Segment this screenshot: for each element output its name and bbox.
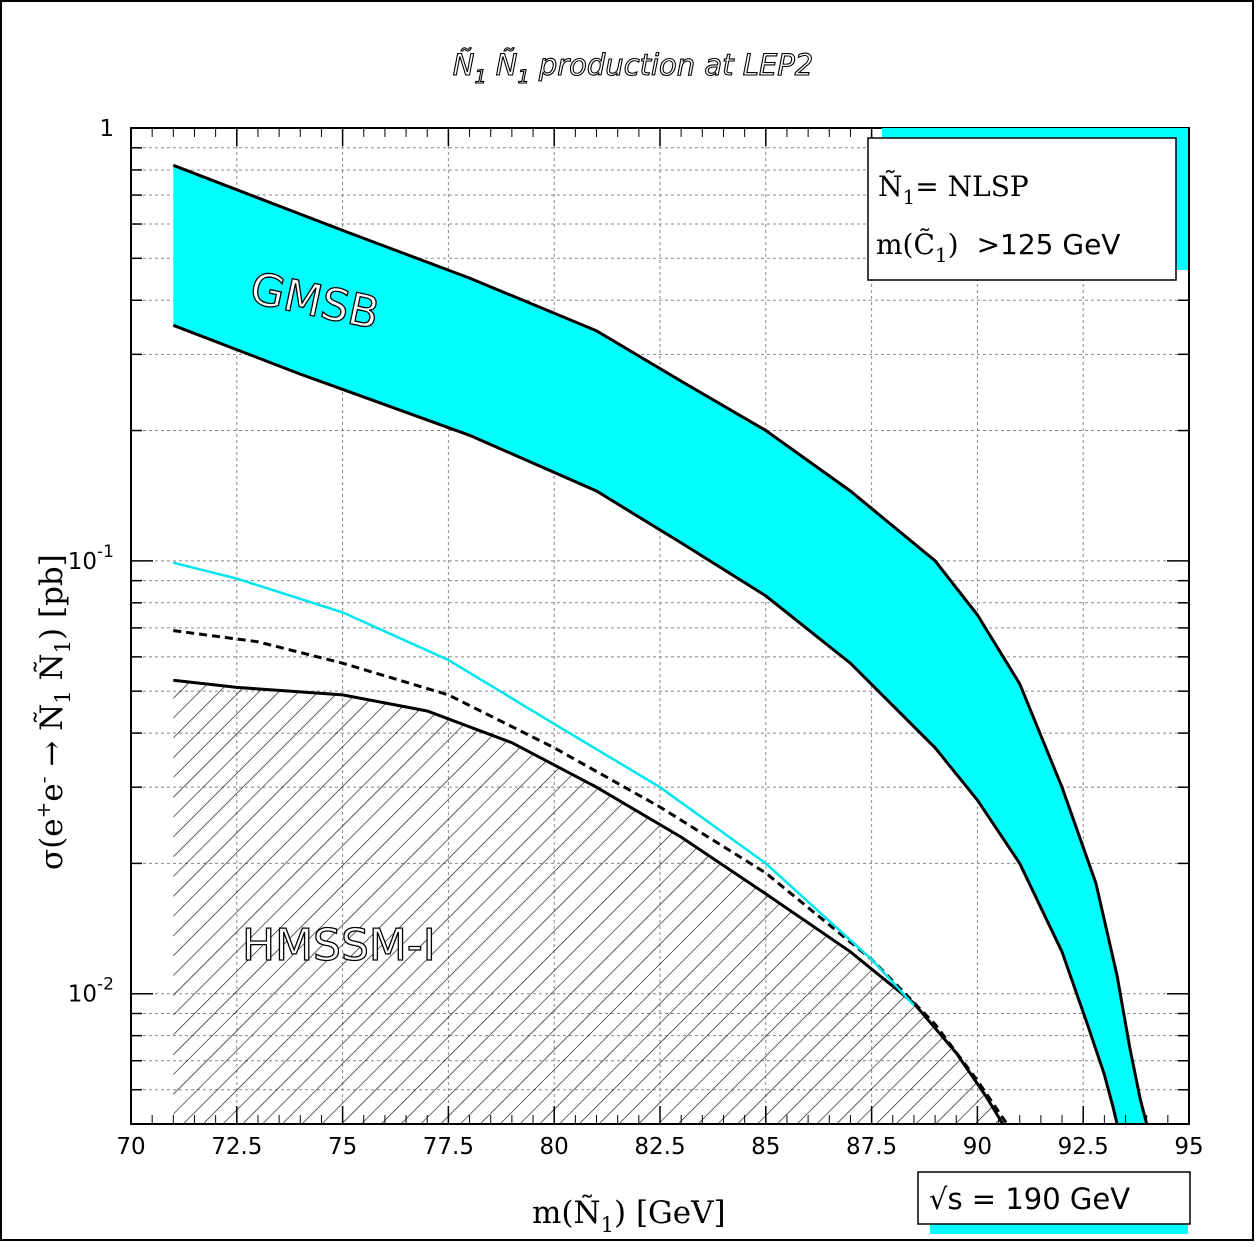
x-title-end: ) [GeV] xyxy=(614,1195,726,1231)
y-tick-base: 1 xyxy=(99,116,114,142)
legend-line2-paren: ) xyxy=(948,228,959,261)
y-title-end: ) [pb] xyxy=(34,554,70,640)
legend-line2: m(C̃1) >125 GeV xyxy=(876,228,1120,267)
energy-frame xyxy=(917,1171,1191,1225)
x-tick-label: 92.5 xyxy=(1058,1134,1109,1160)
cyan-curve xyxy=(172,561,915,1007)
x-tick-label: 77.5 xyxy=(423,1134,474,1160)
y-title-sigma: σ(e xyxy=(34,818,70,870)
y-title-sub1: 1 xyxy=(51,690,75,703)
gmsb-upper-edge xyxy=(172,163,1149,1124)
y-title-arrow: → Ñ xyxy=(32,704,70,777)
y-title-sub2: 1 xyxy=(51,640,75,653)
x-tick-label: 85 xyxy=(751,1134,780,1160)
legend-line1-symbol: Ñ xyxy=(878,170,903,203)
title-rest: production at LEP2 xyxy=(530,48,814,82)
legend-line1-sub: 1 xyxy=(903,185,916,209)
y-title-space: Ñ xyxy=(32,653,70,690)
y-title-plus: + xyxy=(31,802,55,819)
legend-line2-value: >125 GeV xyxy=(977,228,1121,261)
hmssm-label: HMSSM-I xyxy=(242,920,436,971)
y-tick-exponent: -1 xyxy=(97,542,114,562)
x-tick-label: 75 xyxy=(328,1134,357,1160)
y-tick-label: 10-2 xyxy=(68,975,114,1008)
legend-line1-rest: = NLSP xyxy=(915,170,1028,203)
y-tick-base: 10 xyxy=(68,982,97,1008)
x-tick-label: 90 xyxy=(963,1134,992,1160)
title-sub2: 1 xyxy=(518,66,530,88)
y-tick-label: 10-1 xyxy=(68,542,114,575)
x-tick-label: 82.5 xyxy=(634,1134,685,1160)
x-tick-label: 80 xyxy=(540,1134,569,1160)
x-tick-label: 72.5 xyxy=(211,1134,262,1160)
energy-box: √s = 190 GeV xyxy=(917,1171,1191,1234)
y-tick-labels: 110-110-2 xyxy=(68,116,114,1008)
x-tick-label: 70 xyxy=(116,1134,145,1160)
chart-title: Ñ1 Ñ1 production at LEP2 xyxy=(453,48,813,88)
legend-line1: Ñ1= NLSP xyxy=(878,170,1029,209)
y-title-minus: - xyxy=(31,777,55,784)
gmsb-band xyxy=(173,165,1147,1124)
x-title-sub: 1 xyxy=(601,1213,614,1237)
legend: Ñ1= NLSP m(C̃1) >125 GeV xyxy=(867,128,1188,281)
y-tick-exponent: -2 xyxy=(97,975,114,995)
legend-line2-sub: 1 xyxy=(935,243,948,267)
y-axis-title: σ(e+e- → Ñ1 Ñ1) [pb] xyxy=(31,554,75,870)
y-tick-label: 1 xyxy=(99,116,114,142)
data-layer xyxy=(172,163,1149,1124)
legend-box xyxy=(867,137,1177,281)
y-tick-base: 10 xyxy=(68,549,97,575)
x-title-main: m(Ñ xyxy=(532,1193,601,1231)
title-mid: Ñ xyxy=(487,48,518,82)
gmsb-lower-edge xyxy=(172,323,1119,1124)
dashed-curve xyxy=(173,629,1009,1124)
y-title-e: e xyxy=(34,783,70,801)
x-tick-label: 87.5 xyxy=(846,1134,897,1160)
title-sub1: 1 xyxy=(475,66,487,88)
x-axis-title: m(Ñ1) [GeV] xyxy=(532,1193,726,1237)
x-tick-labels: 70 72.5 75 77.5 80 82.5 85 87.5 90 92.5 95 xyxy=(116,1134,1203,1160)
legend-line2-prefix: m(C̃ xyxy=(876,228,935,261)
hmssm-hatched-area xyxy=(173,680,1003,1124)
x-tick-label: 95 xyxy=(1174,1134,1203,1160)
energy-label: √s = 190 GeV xyxy=(929,1182,1130,1216)
title-prefix: Ñ xyxy=(453,48,475,82)
